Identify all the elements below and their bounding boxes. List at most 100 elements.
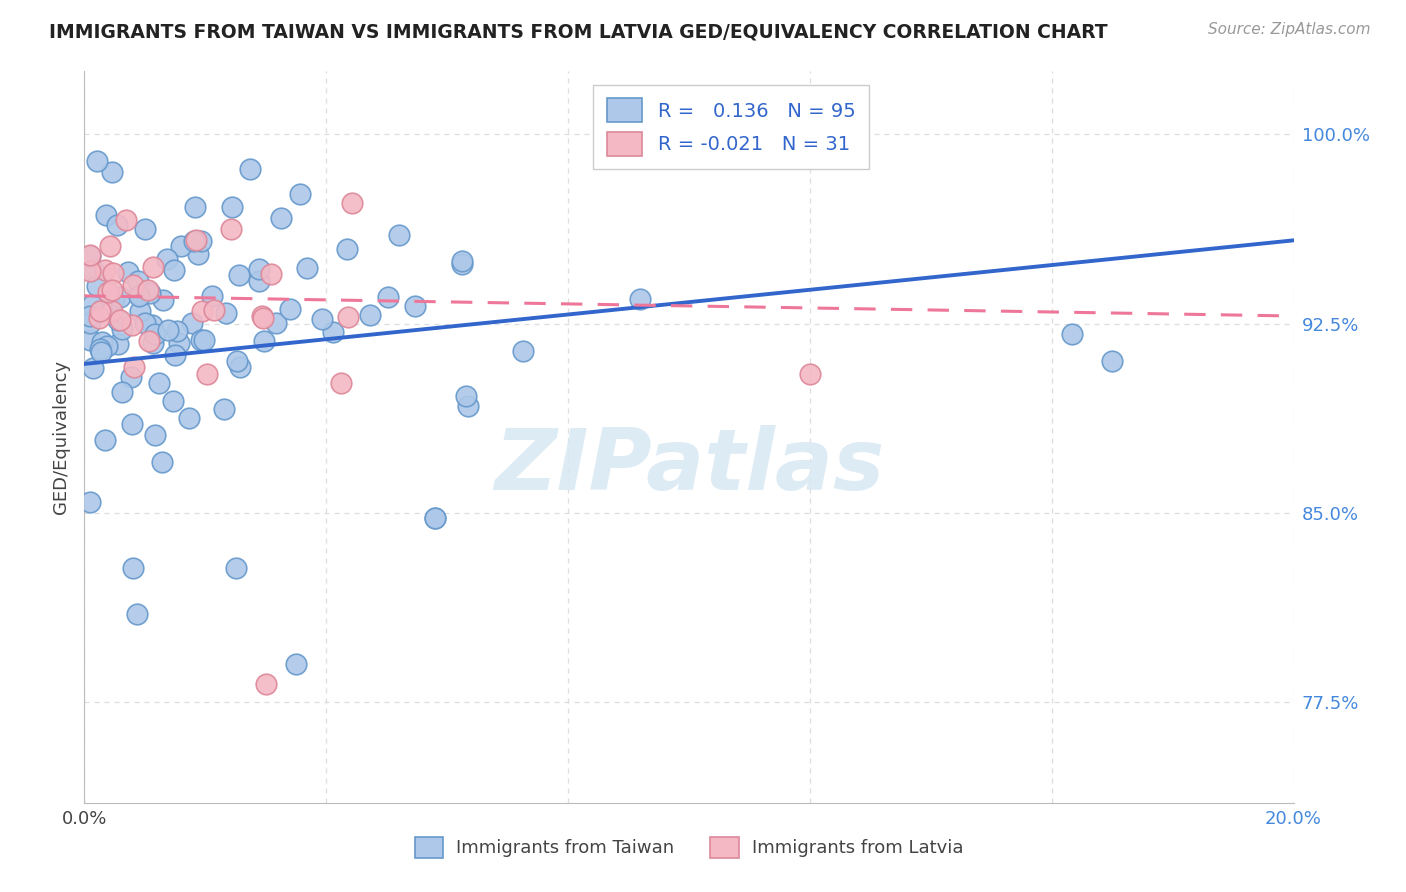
Text: Source: ZipAtlas.com: Source: ZipAtlas.com	[1208, 22, 1371, 37]
Point	[165, 348, 187, 362]
Point	[450, 256, 472, 270]
Point	[86, 278, 108, 293]
Point	[264, 316, 287, 330]
Point	[89, 304, 111, 318]
Point	[105, 218, 128, 232]
Point	[330, 376, 353, 390]
Legend: Immigrants from Taiwan, Immigrants from Latvia: Immigrants from Taiwan, Immigrants from …	[405, 828, 973, 867]
Point	[120, 369, 142, 384]
Point	[108, 290, 131, 304]
Point	[114, 213, 136, 227]
Point	[177, 410, 200, 425]
Point	[229, 360, 252, 375]
Point	[359, 309, 381, 323]
Point	[423, 510, 446, 524]
Point	[121, 417, 143, 431]
Point	[101, 303, 124, 318]
Point	[87, 311, 110, 326]
Point	[111, 385, 134, 400]
Point	[79, 309, 101, 323]
Point	[193, 333, 215, 347]
Point	[101, 165, 124, 179]
Point	[122, 561, 145, 575]
Point	[340, 196, 363, 211]
Point	[1101, 354, 1123, 368]
Point	[512, 343, 534, 358]
Point	[79, 333, 101, 347]
Point	[143, 327, 166, 342]
Point	[108, 313, 131, 327]
Point	[1060, 327, 1083, 342]
Point	[148, 376, 170, 390]
Point	[79, 249, 101, 263]
Point	[107, 337, 129, 351]
Point	[219, 222, 242, 236]
Point	[101, 266, 124, 280]
Point	[96, 285, 118, 299]
Point	[79, 316, 101, 330]
Point	[94, 208, 117, 222]
Point	[197, 367, 219, 381]
Point	[404, 299, 426, 313]
Point	[377, 290, 399, 304]
Point	[170, 239, 193, 253]
Point	[226, 354, 249, 368]
Point	[221, 200, 243, 214]
Point	[141, 318, 163, 332]
Point	[107, 313, 129, 327]
Point	[260, 267, 283, 281]
Text: 20.0%: 20.0%	[1265, 810, 1322, 829]
Point	[122, 359, 145, 374]
Point	[94, 434, 117, 448]
Point	[96, 339, 118, 353]
Point	[254, 677, 277, 691]
Point	[162, 394, 184, 409]
Point	[239, 161, 262, 176]
Point	[451, 253, 474, 268]
Point	[91, 302, 114, 317]
Point	[225, 561, 247, 575]
Point	[183, 234, 205, 248]
Point	[94, 263, 117, 277]
Point	[121, 318, 143, 332]
Point	[134, 316, 156, 330]
Point	[628, 292, 651, 306]
Point	[423, 510, 446, 524]
Point	[181, 316, 204, 330]
Point	[90, 344, 112, 359]
Point	[89, 342, 111, 356]
Point	[138, 285, 160, 300]
Point	[79, 495, 101, 509]
Point	[311, 312, 333, 326]
Point	[156, 252, 179, 266]
Point	[336, 243, 359, 257]
Point	[128, 287, 150, 301]
Point	[228, 268, 250, 283]
Point	[252, 311, 274, 326]
Point	[201, 289, 224, 303]
Point	[141, 260, 163, 274]
Point	[295, 260, 318, 275]
Point	[270, 211, 292, 226]
Point	[150, 455, 173, 469]
Text: 0.0%: 0.0%	[62, 810, 107, 829]
Point	[388, 227, 411, 242]
Point	[799, 367, 821, 381]
Point	[82, 361, 104, 376]
Y-axis label: GED/Equivalency: GED/Equivalency	[52, 360, 70, 514]
Point	[322, 325, 344, 339]
Point	[79, 264, 101, 278]
Point	[184, 200, 207, 214]
Point	[136, 283, 159, 297]
Point	[128, 304, 150, 318]
Point	[98, 238, 121, 252]
Point	[101, 283, 124, 297]
Point	[215, 306, 238, 320]
Point	[247, 274, 270, 288]
Point	[127, 274, 149, 288]
Point	[247, 262, 270, 277]
Point	[454, 389, 477, 403]
Point	[117, 265, 139, 279]
Point	[457, 399, 479, 413]
Point	[80, 298, 103, 312]
